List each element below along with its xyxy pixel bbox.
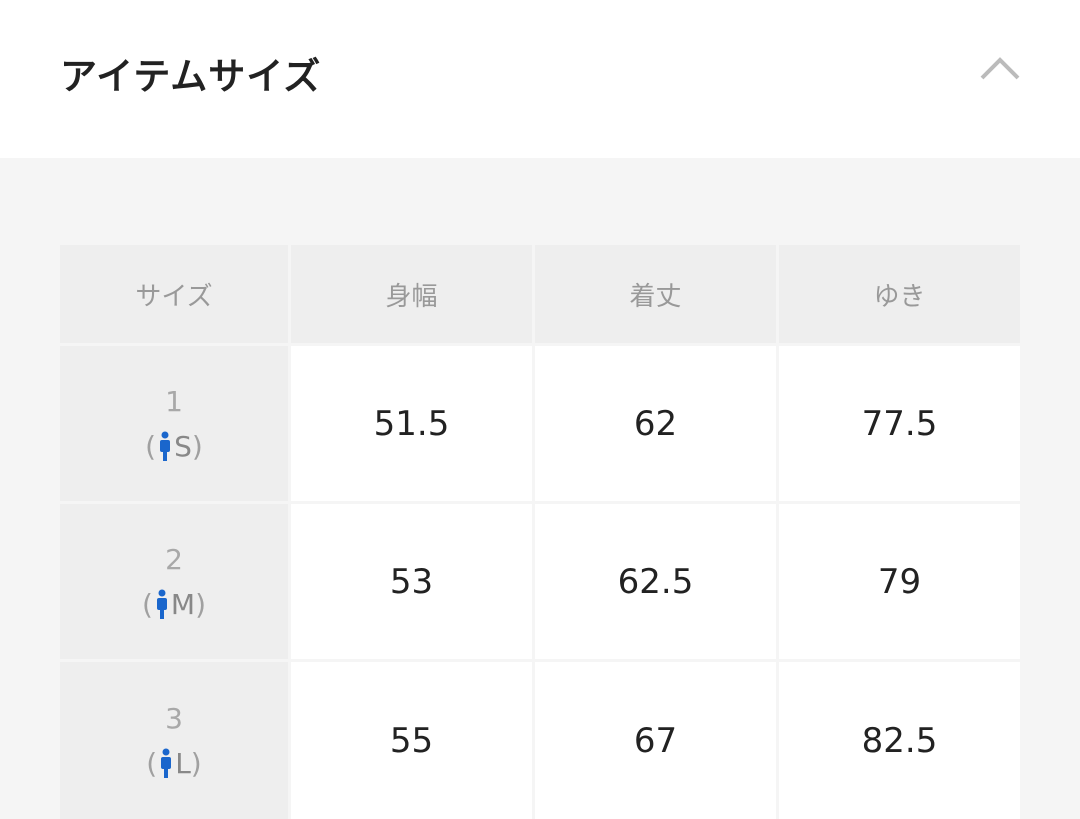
close-paren: ) bbox=[191, 429, 203, 463]
size-number: 2 bbox=[165, 542, 183, 576]
size-table: サイズ 身幅 着丈 ゆき 1 ( S) 51.5 62 77.5 2 ( M) 53 62.5 7… bbox=[60, 245, 1020, 819]
size-letter: M bbox=[170, 587, 196, 621]
size-label: ( S) bbox=[145, 430, 203, 463]
size-cell: 2 ( M) bbox=[60, 504, 288, 659]
size-number: 3 bbox=[165, 701, 183, 735]
header-length: 着丈 bbox=[535, 245, 776, 343]
size-number: 1 bbox=[165, 384, 183, 418]
value-cell: 51.5 bbox=[291, 346, 532, 501]
size-label: ( M) bbox=[142, 588, 206, 621]
value-cell: 79 bbox=[779, 504, 1020, 659]
close-paren: ) bbox=[190, 746, 202, 780]
person-icon bbox=[160, 431, 171, 461]
header-chest-width: 身幅 bbox=[291, 245, 532, 343]
size-cell: 3 ( L) bbox=[60, 662, 288, 819]
value-cell: 82.5 bbox=[779, 662, 1020, 819]
value-cell: 62 bbox=[535, 346, 776, 501]
value-cell: 55 bbox=[291, 662, 532, 819]
header-sleeve: ゆき bbox=[779, 245, 1020, 343]
close-paren: ) bbox=[195, 587, 207, 621]
header-size: サイズ bbox=[60, 245, 288, 343]
open-paren: ( bbox=[145, 429, 157, 463]
chevron-up-icon[interactable] bbox=[980, 52, 1020, 82]
value-cell: 62.5 bbox=[535, 504, 776, 659]
size-letter: L bbox=[175, 746, 191, 780]
open-paren: ( bbox=[141, 587, 153, 621]
value-cell: 77.5 bbox=[779, 346, 1020, 501]
open-paren: ( bbox=[146, 746, 158, 780]
size-letter: S bbox=[174, 429, 192, 463]
section-title: アイテムサイズ bbox=[60, 55, 322, 98]
size-cell: 1 ( S) bbox=[60, 346, 288, 501]
size-label: ( L) bbox=[146, 747, 201, 780]
person-icon bbox=[161, 748, 172, 778]
section-header[interactable]: アイテムサイズ bbox=[0, 0, 1080, 158]
value-cell: 67 bbox=[535, 662, 776, 819]
person-icon bbox=[156, 589, 167, 619]
value-cell: 53 bbox=[291, 504, 532, 659]
